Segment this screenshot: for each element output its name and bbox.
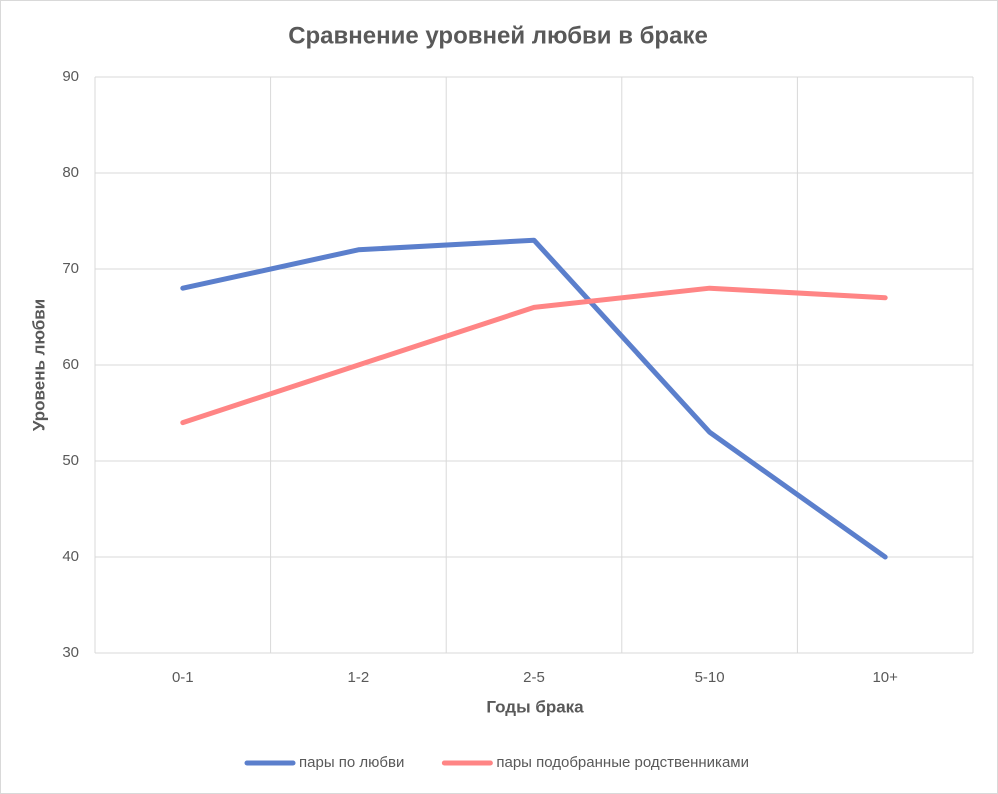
y-tick-label: 40 <box>62 548 79 565</box>
y-tick-label: 60 <box>62 356 79 373</box>
chart-title: Сравнение уровней любви в браке <box>288 22 708 49</box>
legend-label: пары подобранные родственниками <box>496 754 749 771</box>
x-tick-label: 5-10 <box>695 669 725 686</box>
x-tick-label: 2-5 <box>523 669 545 686</box>
x-axis-label: Годы брака <box>486 697 584 716</box>
y-tick-label: 80 <box>62 164 79 181</box>
x-tick-label: 1-2 <box>348 669 370 686</box>
y-tick-label: 50 <box>62 452 79 469</box>
x-tick-label: 0-1 <box>172 669 194 686</box>
y-axis-label: Уровень любви <box>29 299 48 431</box>
y-tick-label: 90 <box>62 68 79 85</box>
x-tick-label: 10+ <box>872 669 898 686</box>
legend-label: пары по любви <box>299 754 404 771</box>
data-line <box>180 237 888 560</box>
y-tick-label: 70 <box>62 260 79 277</box>
y-tick-label: 30 <box>62 644 79 661</box>
data-line <box>180 285 888 426</box>
